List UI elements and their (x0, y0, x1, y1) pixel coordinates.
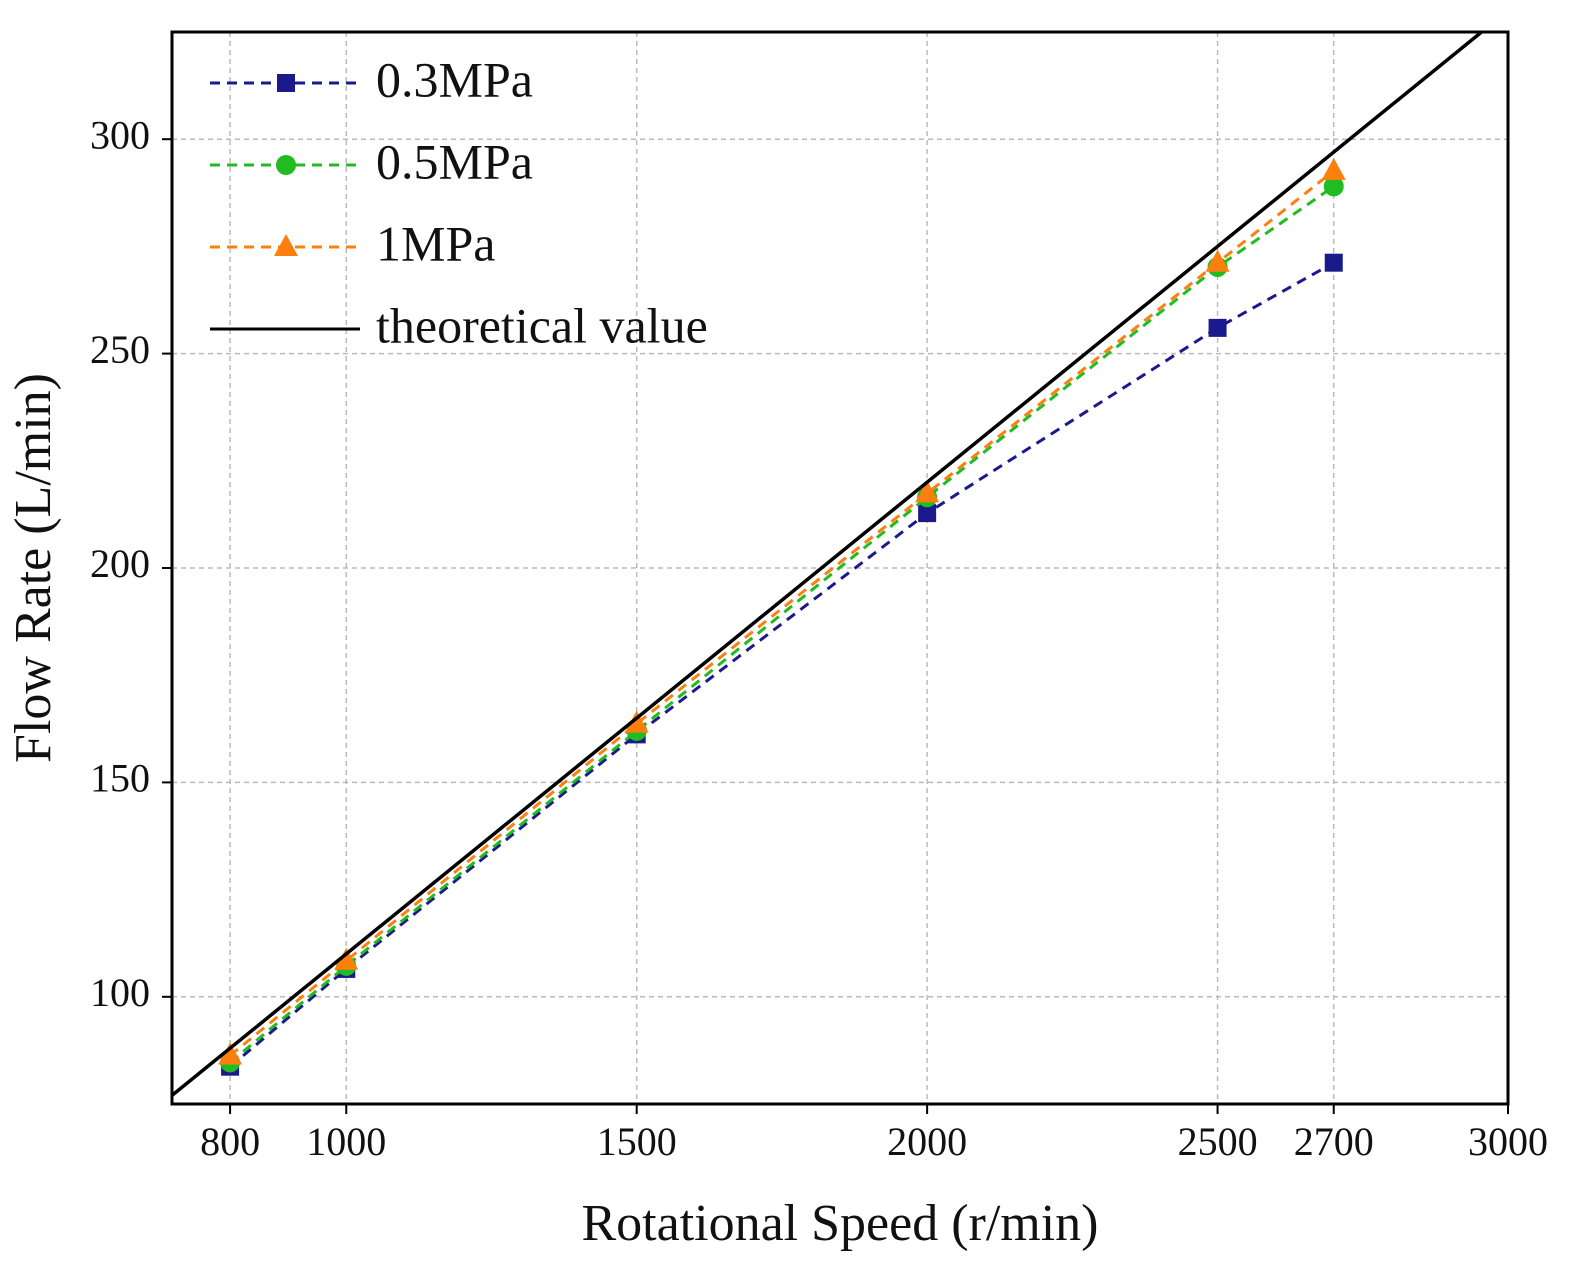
x-axis-label: Rotational Speed (r/min) (581, 1195, 1098, 1252)
marker (218, 1042, 243, 1065)
legend-label: 1MPa (376, 215, 495, 271)
x-tick-label: 3000 (1468, 1119, 1548, 1164)
legend-marker (274, 234, 298, 256)
legend-label: 0.5MPa (376, 133, 533, 189)
series-line (229, 261, 1335, 1068)
legend-label: 0.3MPa (376, 51, 533, 107)
y-tick-label: 250 (90, 327, 150, 372)
y-axis-label: Flow Rate (L/min) (5, 373, 62, 763)
marker (1208, 318, 1227, 337)
series-line (229, 169, 1335, 1057)
legend-marker (277, 74, 295, 92)
x-tick-label: 2500 (1178, 1119, 1258, 1164)
x-tick-label: 800 (200, 1119, 260, 1164)
marker (334, 947, 359, 970)
y-tick-label: 300 (90, 112, 150, 157)
y-tick-label: 150 (90, 756, 150, 801)
marker (1205, 249, 1230, 272)
marker (915, 480, 940, 503)
marker (624, 710, 649, 733)
marker (1323, 176, 1344, 197)
legend-label: theoretical value (376, 297, 708, 353)
marker (1324, 253, 1343, 272)
y-tick-label: 200 (90, 541, 150, 586)
series-line (229, 185, 1335, 1064)
legend-marker (276, 155, 296, 175)
plot-area (172, 32, 1485, 1097)
x-tick-label: 1500 (597, 1119, 677, 1164)
series-line (172, 32, 1485, 1097)
plot-frame (170, 30, 1510, 1106)
x-tick-label: 2000 (887, 1119, 967, 1164)
marker (1321, 157, 1346, 180)
x-tick-label: 2700 (1294, 1119, 1374, 1164)
marker (918, 504, 937, 523)
x-tick-label: 1000 (306, 1119, 386, 1164)
y-tick-label: 100 (90, 970, 150, 1015)
